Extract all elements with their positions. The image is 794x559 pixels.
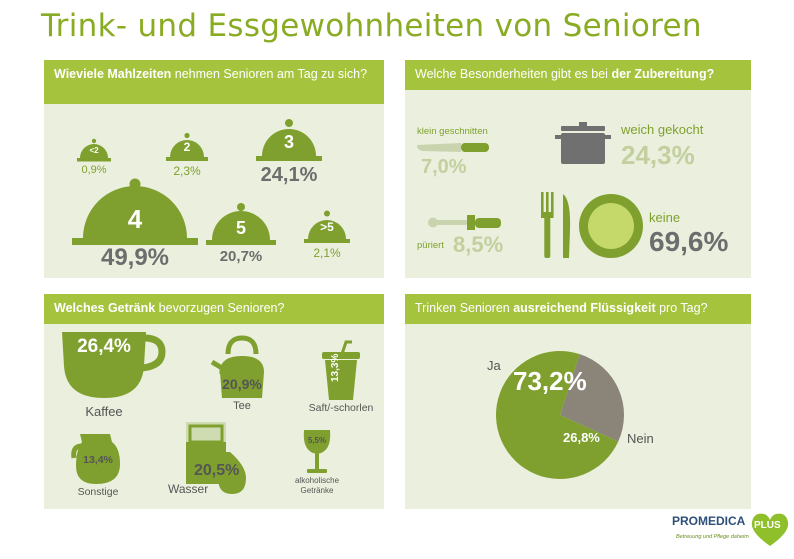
meal-label-4: 4 <box>127 204 143 234</box>
cloche-icon-gt5 <box>304 210 350 243</box>
brand-logo: PROMEDICA PLUS Betreuung und Pflege dahe… <box>672 512 790 552</box>
drink-value-tea: 20,9% <box>222 376 262 392</box>
meal-value-3: 24,1% <box>260 164 318 186</box>
drink-label-alcohol-1: alkoholische <box>294 476 340 485</box>
drink-label-tea: Tee <box>233 400 251 412</box>
prep-value-pureed: 8,5% <box>453 232 504 257</box>
drink-label-other: Sonstige <box>77 486 119 498</box>
logo-heart-icon <box>751 513 789 546</box>
meal-label-gt5: >5 <box>320 220 334 234</box>
cloche-icon-lt2 <box>77 138 111 162</box>
drink-label-coffee: Kaffee <box>85 404 123 419</box>
logo-plus: PLUS <box>754 520 781 531</box>
cloche-icon-3 <box>256 119 322 161</box>
meal-value-5: 20,7% <box>219 248 263 265</box>
drink-value-coffee: 26,4% <box>77 336 131 357</box>
prep-value-soft: 24,3% <box>621 140 695 170</box>
water-glass-icon <box>186 422 246 494</box>
prep-header: Welche Besonderheiten gibt es bei der Zu… <box>405 60 751 90</box>
fluid-header: Trinken Senioren ausreichend Flüssigkeit… <box>405 294 751 324</box>
pie-value-no: 26,8% <box>563 430 600 445</box>
coffee-cup-icon <box>62 332 166 398</box>
prep-label-soft: weich gekocht <box>621 122 704 137</box>
meals-panel: Wieviele Mahlzeiten nehmen Senioren am T… <box>44 60 384 278</box>
pie-label-yes: Ja <box>487 358 501 373</box>
page-title: Trink- und Essgewohnheiten von Senioren <box>41 8 702 44</box>
pie-value-yes: 73,2% <box>513 366 587 396</box>
cloche-icon-2 <box>166 132 208 161</box>
jug-icon <box>71 434 120 484</box>
logo-tagline: Betreuung und Pflege daheim <box>676 534 749 540</box>
meal-label-3: 3 <box>283 132 294 152</box>
prep-label-pureed: püriert <box>417 240 444 251</box>
kettle-icon <box>210 335 264 398</box>
drink-value-water: 20,5% <box>194 462 240 479</box>
drink-label-water: Wasser <box>168 482 209 496</box>
drinks-panel: Welches Getränk bevorzugen Senioren? 26,… <box>44 294 384 509</box>
cloche-icon-5 <box>206 203 276 245</box>
prep-value-none: 69,6% <box>649 226 729 257</box>
drink-label-alcohol-2: Getränke <box>300 486 334 495</box>
cloche-icon-4 <box>72 178 198 245</box>
prep-value-cut: 7,0% <box>421 156 467 178</box>
meal-value-2: 2,3% <box>173 164 201 178</box>
pie-slice-no <box>560 354 624 442</box>
meal-value-gt5: 2,1% <box>313 246 341 260</box>
meal-label-2: 2 <box>183 140 191 154</box>
pie-label-no: Nein <box>627 431 654 446</box>
knife-icon <box>417 143 489 152</box>
drink-label-juice: Saft/-schorlen <box>308 402 374 414</box>
prep-label-none: keine <box>649 210 681 225</box>
meal-label-5: 5 <box>235 218 246 238</box>
pie-slice-yes <box>496 351 619 479</box>
prep-panel: Welche Besonderheiten gibt es bei der Zu… <box>405 60 751 278</box>
drink-value-alcohol: 5,5% <box>307 436 327 445</box>
plate-cutlery-icon <box>541 192 643 258</box>
fluid-pie-chart <box>496 351 624 479</box>
meal-label-lt2: <2 <box>89 146 99 155</box>
juice-cup-icon <box>322 340 360 400</box>
drink-value-other: 13,4% <box>83 454 113 466</box>
logo-brand: PROMEDICA <box>672 514 746 528</box>
pot-icon <box>555 122 611 164</box>
wine-glass-icon <box>303 430 331 473</box>
drink-value-juice: 13,3% <box>330 353 341 382</box>
meal-value-4: 49,9% <box>100 244 170 271</box>
drinks-header: Welches Getränk bevorzugen Senioren? <box>44 294 384 324</box>
meals-header: Wieviele Mahlzeiten nehmen Senioren am T… <box>44 60 384 104</box>
fluid-panel: Trinken Senioren ausreichend Flüssigkeit… <box>405 294 751 509</box>
blender-icon <box>428 215 501 230</box>
meal-value-lt2: 0,9% <box>81 164 107 176</box>
prep-label-cut: klein geschnitten <box>417 126 488 137</box>
